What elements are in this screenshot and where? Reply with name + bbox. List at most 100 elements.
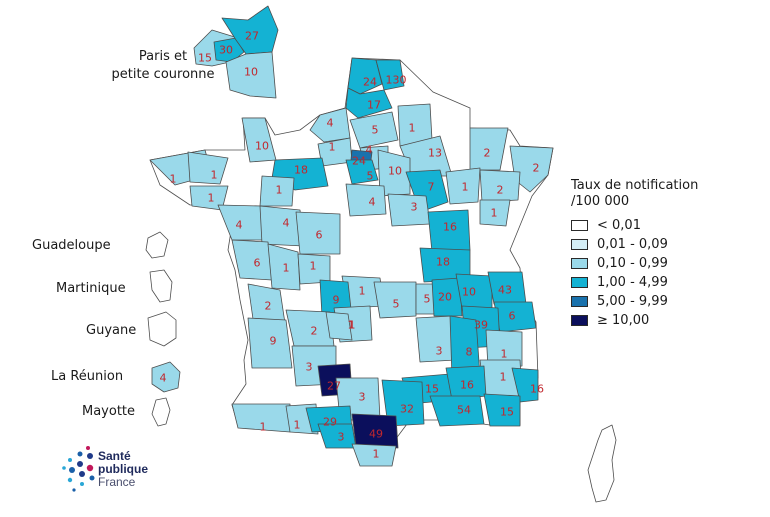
department-value-label: 1 — [359, 285, 366, 298]
overseas-label-martinique: Martinique — [56, 281, 126, 296]
department-value-label: 1 — [501, 348, 508, 361]
department-value-label: 1 — [500, 371, 507, 384]
department-value-label: 10 — [255, 140, 269, 153]
department-area — [295, 211, 341, 255]
department-value-label: 15 — [425, 383, 439, 396]
legend-item: 1,00 - 4,99 — [571, 273, 751, 292]
legend-swatch — [571, 315, 588, 326]
department-value-label: 5 — [424, 293, 431, 306]
logo-dots-icon — [62, 446, 95, 492]
department-value-label: 2 — [484, 147, 491, 160]
department-value-label: 7 — [428, 181, 435, 194]
department-area — [511, 367, 539, 403]
legend-label: ≥ 10,00 — [597, 313, 650, 328]
inset-value-label: 15 — [198, 52, 212, 65]
department-value-label: 1 — [170, 173, 177, 186]
legend-label: 0,10 - 0,99 — [597, 256, 668, 271]
legend-title-line1: Taux de notification — [571, 178, 699, 193]
department-area — [445, 167, 481, 205]
department-value-label: 1 — [310, 260, 317, 273]
department-area — [479, 199, 511, 227]
legend-label: < 0,01 — [597, 218, 641, 233]
department-value-label: 1 — [349, 319, 356, 332]
department-value-label: 10 — [388, 165, 402, 178]
legend-swatch — [571, 277, 588, 288]
department-value-label: 2 — [533, 162, 540, 175]
department-value-label: 29 — [323, 416, 337, 429]
overseas-la-reunion — [151, 361, 181, 393]
overseas-label-guyane: Guyane — [86, 323, 137, 338]
department-value-label: 1 — [329, 141, 336, 154]
overseas-label-guadeloupe: Guadeloupe — [32, 238, 111, 253]
department-area — [347, 57, 383, 95]
logo-wordmark: Santé publique France — [98, 450, 148, 489]
department-area — [349, 111, 399, 149]
department-value-label: 4 — [369, 196, 376, 209]
department-value-label: 3 — [436, 345, 443, 358]
department-value-label: 1 — [208, 192, 215, 205]
department-value-label: 3 — [359, 391, 366, 404]
department-value-label: 16 — [443, 221, 457, 234]
department-area — [187, 151, 229, 185]
department-value-label: 5 — [393, 298, 400, 311]
department-value-label: 1 — [283, 262, 290, 275]
overseas-value-la-reunion: 4 — [160, 372, 167, 385]
department-value-label: 9 — [333, 294, 340, 307]
department-value-label: 4 — [327, 117, 334, 130]
department-value-label: 2 — [311, 325, 318, 338]
department-value-label: 39 — [474, 319, 488, 332]
department-value-label: 43 — [498, 284, 512, 297]
inset-department — [221, 5, 279, 55]
department-area — [387, 193, 431, 227]
department-value-label: 1 — [409, 122, 416, 135]
department-value-label: 1 — [373, 448, 380, 461]
department-area — [431, 277, 463, 317]
department-value-label: 3 — [306, 361, 313, 374]
department-value-label: 1 — [294, 419, 301, 432]
inset-value-label: 30 — [219, 44, 233, 57]
department-value-label: 130 — [386, 74, 407, 87]
legend-item: 5,00 - 9,99 — [571, 292, 751, 311]
sante-publique-france-logo: Santé publique France — [60, 444, 170, 500]
logo-line1: Santé — [98, 449, 131, 463]
department-area — [241, 117, 277, 163]
legend-item: ≥ 10,00 — [571, 311, 751, 330]
legend-label: 1,00 - 4,99 — [597, 275, 668, 290]
legend-swatch — [571, 220, 588, 231]
department-area — [267, 243, 301, 291]
department-value-label: 1 — [462, 181, 469, 194]
department-value-label: 1 — [211, 169, 218, 182]
legend-swatch — [571, 258, 588, 269]
department-value-label: 15 — [500, 406, 514, 419]
department-value-label: 8 — [466, 346, 473, 359]
department-area — [351, 443, 397, 467]
overseas-mayotte — [151, 397, 171, 427]
department-value-label: 4 — [236, 219, 243, 232]
legend-label: 5,00 - 9,99 — [597, 294, 668, 309]
overseas-guyane — [147, 311, 177, 347]
department-value-label: 1 — [491, 207, 498, 220]
department-value-label: 17 — [367, 99, 381, 112]
department-area — [325, 311, 353, 341]
department-value-label: 3 — [411, 201, 418, 214]
inset-title-line1: Paris et — [138, 49, 188, 64]
department-value-label: 6 — [316, 229, 323, 242]
department-area — [469, 127, 509, 171]
department-area — [485, 329, 523, 369]
department-value-label: 1 — [260, 421, 267, 434]
overseas-label-la-reunion: La Réunion — [51, 369, 124, 384]
department-area — [381, 379, 425, 427]
overseas-label-mayotte: Mayotte — [82, 404, 136, 419]
department-value-label: 54 — [457, 404, 471, 417]
overseas-guadeloupe — [145, 231, 169, 259]
department-value-label: 9 — [270, 335, 277, 348]
department-area — [375, 59, 405, 91]
department-area — [345, 159, 379, 185]
department-value-label: 5 — [367, 170, 374, 183]
legend-title-line2: /100 000 — [571, 194, 630, 209]
department-value-label: 6 — [254, 257, 261, 270]
department-value-label: 24 — [363, 76, 377, 89]
department-area — [483, 393, 521, 427]
